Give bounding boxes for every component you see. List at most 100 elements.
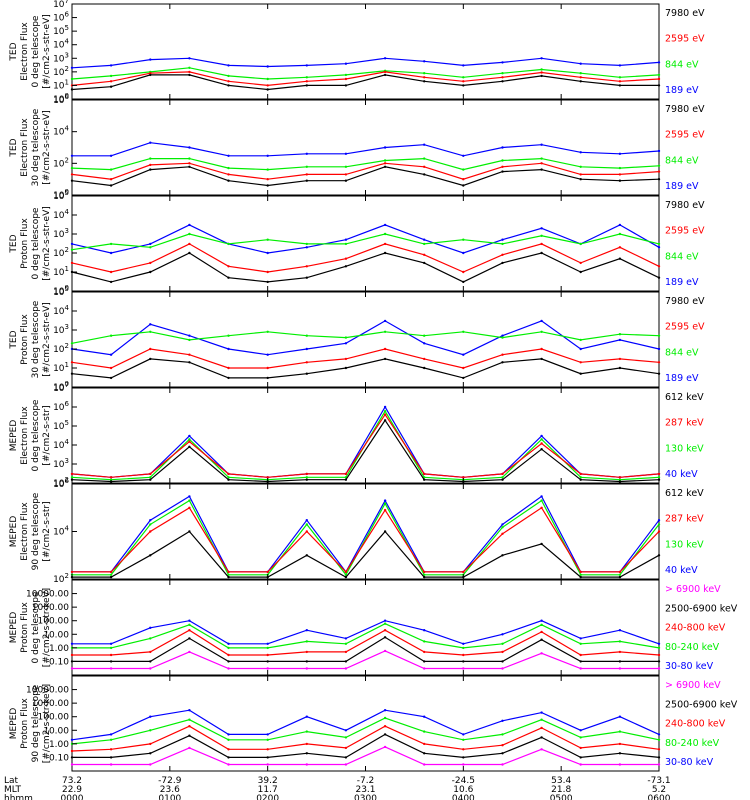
data-point xyxy=(501,76,504,79)
data-point xyxy=(618,570,622,574)
data-point xyxy=(501,146,504,149)
data-point xyxy=(501,242,504,246)
data-point xyxy=(540,234,543,237)
data-point xyxy=(501,353,504,356)
data-point xyxy=(423,478,426,481)
data-point xyxy=(618,257,622,260)
y-tick-label: 102 xyxy=(53,65,69,78)
series-line-2595-ev xyxy=(71,348,660,369)
y-tick-label: 105 xyxy=(53,189,69,202)
data-point xyxy=(540,68,543,71)
data-point xyxy=(227,660,230,663)
legend-entry: 2500-6900 keV xyxy=(665,603,738,614)
data-point xyxy=(266,763,269,766)
series-line-240-800-kev xyxy=(71,725,660,752)
data-point xyxy=(266,77,269,81)
data-point xyxy=(109,748,113,751)
legend-entry: 287 keV xyxy=(665,418,704,429)
footer-lat-value: 53.4 xyxy=(551,776,571,786)
data-point xyxy=(188,438,191,441)
legend-entry: 40 keV xyxy=(665,565,698,576)
data-point xyxy=(501,744,504,747)
legend-entry: 287 keV xyxy=(665,514,704,525)
data-point xyxy=(227,763,230,766)
y-tick-label: 10.00 xyxy=(43,726,69,736)
y-tick-label: 100 xyxy=(53,188,69,201)
data-point xyxy=(305,84,308,87)
data-point xyxy=(657,347,661,351)
data-point xyxy=(149,554,152,557)
data-point xyxy=(305,347,308,351)
data-point xyxy=(657,519,661,522)
data-point xyxy=(109,64,113,67)
y-tick-label: 102 xyxy=(53,572,69,585)
data-point xyxy=(227,154,230,157)
series-line-2595-ev xyxy=(71,71,660,87)
data-point xyxy=(305,361,308,364)
y-tick-label: 106 xyxy=(53,11,69,24)
data-point xyxy=(423,763,426,766)
data-point xyxy=(618,223,622,227)
data-point xyxy=(618,660,622,663)
footer-row-label: MLT xyxy=(4,785,22,795)
data-point xyxy=(540,711,543,714)
y-tick-label: 100 xyxy=(53,380,69,393)
data-point xyxy=(383,619,387,622)
data-point xyxy=(305,246,308,249)
data-point xyxy=(423,742,426,746)
data-point xyxy=(188,650,191,654)
data-point xyxy=(579,76,582,79)
data-point xyxy=(188,718,191,721)
y-tick-label: 102 xyxy=(53,156,69,169)
data-point xyxy=(423,242,426,246)
data-point xyxy=(70,242,74,246)
data-point xyxy=(462,184,465,187)
data-point xyxy=(188,353,191,356)
series-line-130-kev xyxy=(72,499,660,576)
data-point xyxy=(383,347,387,351)
data-point xyxy=(657,653,661,657)
data-point xyxy=(462,376,465,380)
series-line-844-ev xyxy=(71,233,660,251)
data-point xyxy=(579,361,582,364)
data-point xyxy=(266,280,269,284)
data-point xyxy=(188,746,191,750)
data-point xyxy=(188,70,191,74)
data-point xyxy=(540,162,543,165)
data-point xyxy=(423,342,426,345)
data-point xyxy=(423,72,426,75)
data-point xyxy=(109,646,113,650)
data-point xyxy=(579,573,582,576)
y-tick-label: 107 xyxy=(53,0,69,10)
data-point xyxy=(540,506,543,509)
series-line-30-80-kev xyxy=(71,709,660,741)
data-point xyxy=(579,756,582,759)
data-point xyxy=(462,756,465,759)
data-point xyxy=(266,88,269,91)
data-point xyxy=(109,756,113,759)
data-point xyxy=(423,650,426,654)
data-point xyxy=(344,265,348,268)
footer-hhmm-value: 0500 xyxy=(550,794,573,800)
data-point xyxy=(227,653,230,657)
data-point xyxy=(344,763,348,766)
data-point xyxy=(149,261,152,265)
data-point xyxy=(266,366,269,370)
data-point xyxy=(501,660,504,663)
data-point xyxy=(501,733,504,736)
data-point xyxy=(657,242,661,246)
y-axis-label: MEPEDElectron Flux90 deg telescope[#/cm2… xyxy=(9,492,52,570)
data-point xyxy=(266,168,269,171)
data-point xyxy=(657,554,661,557)
data-point xyxy=(501,80,504,83)
y-tick-label: 106 xyxy=(53,400,69,413)
data-point xyxy=(501,361,504,364)
data-point xyxy=(227,667,230,670)
panel-8: 0.10 1.00 10.00 100.00 1000.00 10000.00MEPEDP… xyxy=(9,675,738,772)
data-point xyxy=(305,667,308,670)
data-point xyxy=(618,763,622,766)
data-point xyxy=(462,653,465,657)
data-point xyxy=(227,242,230,246)
data-point xyxy=(188,629,191,632)
